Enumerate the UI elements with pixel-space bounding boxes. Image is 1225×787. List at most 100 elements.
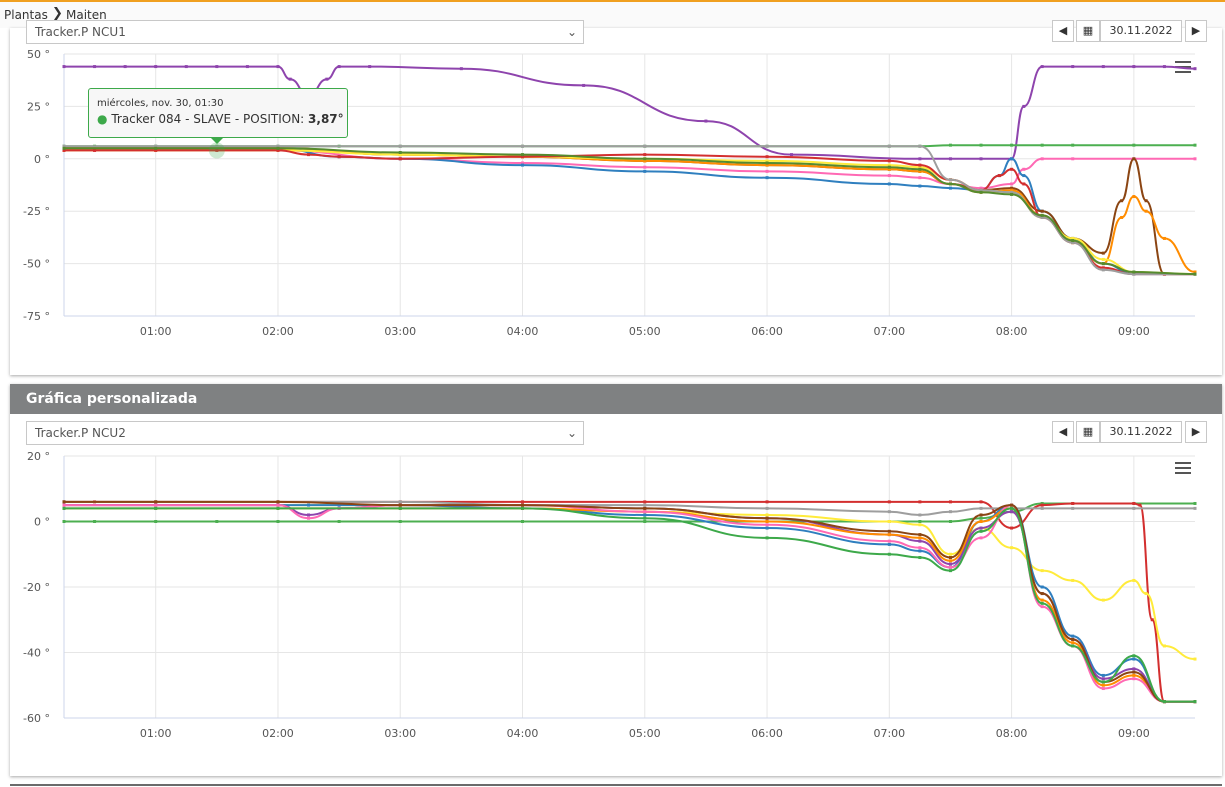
y-tick-label: -75 ° [23,310,50,323]
data-point [62,146,66,150]
y-tick-label: 20 ° [27,450,50,463]
series-line[interactable] [64,145,1195,276]
data-point [1132,65,1136,69]
data-point [1132,677,1136,681]
series-line[interactable] [63,149,1195,190]
data-point [62,500,66,504]
data-point [979,190,983,194]
data-point [1010,157,1014,161]
data-point [765,523,769,527]
data-point [521,153,525,157]
data-point [1144,209,1148,213]
data-point [918,163,922,167]
series-line[interactable] [64,507,1195,703]
data-point [398,144,402,148]
calendar-icon[interactable]: ▦ [1076,20,1100,42]
data-point [398,500,402,504]
data-point [918,167,922,171]
series-line[interactable] [64,504,1196,660]
data-point [1022,104,1026,108]
tracker-selector-1[interactable]: Tracker.P NCU1 ⌄ [26,20,584,44]
hover-marker [208,142,225,159]
tracker-selector-2[interactable]: Tracker.P NCU2 ⌄ [26,421,584,445]
data-point [948,186,952,190]
data-point [918,184,922,188]
data-point [643,500,647,504]
data-point [276,500,280,504]
data-point [1193,506,1197,510]
chart-menu-icon[interactable] [1175,61,1191,76]
data-point [790,153,794,157]
data-point [918,144,922,148]
series-line[interactable] [63,500,1195,703]
data-point [307,513,311,517]
data-point [979,513,983,517]
data-point [765,144,769,148]
y-tick-label: -20 ° [23,581,50,594]
data-point [1132,506,1136,510]
data-point [1022,167,1026,171]
data-point [887,552,891,556]
data-point [154,148,158,152]
data-point [245,65,249,69]
data-point [887,520,891,523]
data-point [887,167,891,171]
prev-date-button[interactable]: ◀ [1052,421,1074,443]
data-point [1040,506,1044,510]
data-point [643,169,647,173]
data-point [1144,592,1148,596]
data-point [979,529,983,533]
data-point [918,533,922,537]
data-point [765,169,769,173]
calendar-icon[interactable]: ▦ [1076,421,1100,443]
data-point [643,513,647,517]
data-point [1010,506,1014,510]
breadcrumb-item-maiten[interactable]: Maiten [66,8,107,22]
data-point [521,155,525,159]
data-point [1193,143,1197,147]
x-tick-label: 07:00 [873,325,905,338]
data-point [276,506,280,510]
next-date-button[interactable]: ▶ [1185,421,1207,443]
y-tick-label: 0 ° [34,516,50,529]
data-point [1022,174,1026,178]
series-line[interactable] [64,504,1195,703]
data-point [1132,670,1136,674]
data-point [887,174,891,178]
breadcrumb-item-plantas[interactable]: Plantas [4,8,48,22]
chevron-down-icon: ⌄ [566,426,577,440]
data-point [93,148,97,152]
data-point [1101,673,1105,677]
data-point [1193,501,1197,505]
data-point [1040,592,1044,596]
data-point [521,161,525,165]
data-point [1040,503,1044,507]
prev-date-button[interactable]: ◀ [1052,20,1074,42]
data-point [918,520,922,523]
data-point [398,153,402,157]
data-point [521,500,525,504]
data-point [325,77,329,81]
series-line[interactable] [64,65,1196,160]
data-point [1071,644,1075,648]
date-field[interactable]: 30.11.2022 [1100,421,1182,443]
data-point [1010,192,1014,196]
data-point [948,500,952,504]
data-point [62,520,66,523]
data-point [643,510,647,514]
data-point [918,169,922,173]
data-point [1101,65,1105,69]
data-point [62,503,66,507]
next-date-button[interactable]: ▶ [1185,20,1207,42]
data-point [887,159,891,163]
data-point [997,174,1001,178]
data-point [1010,526,1014,530]
series-line[interactable] [64,502,1195,523]
data-point [123,65,127,69]
data-point [887,529,891,533]
series-line[interactable] [63,500,1195,703]
chart-menu-icon[interactable] [1175,462,1191,477]
data-point [765,520,769,523]
date-field[interactable]: 30.11.2022 [1100,20,1182,42]
data-point [887,182,891,186]
